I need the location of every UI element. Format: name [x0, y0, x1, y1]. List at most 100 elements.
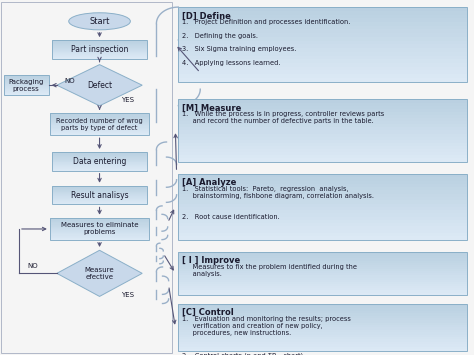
Bar [178, 133, 467, 137]
Bar [52, 190, 147, 191]
Text: [ I ] Improve: [ I ] Improve [182, 256, 241, 265]
Bar [178, 174, 467, 177]
Text: Data entering: Data entering [73, 157, 126, 166]
Bar [178, 280, 467, 282]
Bar [178, 146, 467, 149]
Bar [3, 92, 48, 93]
Bar [52, 159, 147, 160]
Bar [52, 42, 147, 43]
Bar [52, 47, 147, 48]
Bar [178, 121, 467, 124]
Bar [178, 180, 467, 184]
Bar [178, 194, 467, 197]
Bar [52, 170, 147, 171]
Bar [178, 323, 467, 325]
Bar [178, 44, 467, 48]
Bar [178, 233, 467, 236]
Bar [178, 286, 467, 288]
Bar [178, 29, 467, 33]
Bar [3, 83, 48, 84]
Bar [178, 349, 467, 351]
Bar [52, 49, 147, 50]
Bar [52, 162, 147, 163]
Bar [52, 160, 147, 162]
Text: [D] Define: [D] Define [182, 11, 231, 20]
Bar [52, 53, 147, 54]
Bar [178, 344, 467, 346]
Bar [178, 335, 467, 337]
Bar [178, 187, 467, 190]
Bar [178, 346, 467, 349]
Bar [50, 122, 149, 123]
Bar [52, 188, 147, 189]
Text: YES: YES [121, 293, 134, 298]
Bar [178, 137, 467, 140]
Bar [3, 84, 48, 85]
Bar [50, 119, 149, 120]
Bar [50, 220, 149, 221]
Bar [178, 226, 467, 230]
Bar [3, 94, 48, 95]
Bar [52, 51, 147, 53]
Bar [178, 282, 467, 284]
Bar [178, 263, 467, 265]
Bar [178, 290, 467, 293]
Bar [178, 140, 467, 143]
Bar [3, 93, 48, 94]
Bar [178, 22, 467, 26]
Bar [178, 207, 467, 210]
Bar [50, 114, 149, 115]
Bar [178, 273, 467, 275]
Bar [178, 74, 467, 78]
Bar [178, 59, 467, 63]
Bar [178, 177, 467, 180]
Bar [52, 189, 147, 190]
Polygon shape [57, 250, 142, 296]
Bar [178, 11, 467, 15]
Bar [178, 261, 467, 263]
Bar [3, 82, 48, 83]
Bar [52, 45, 147, 46]
Bar [50, 123, 149, 124]
Bar [178, 190, 467, 194]
Bar [3, 91, 48, 92]
Bar [52, 168, 147, 169]
Text: NO: NO [65, 78, 75, 84]
Bar [52, 203, 147, 204]
Bar [178, 109, 467, 112]
Bar [3, 81, 48, 82]
Bar [52, 48, 147, 49]
Bar [50, 131, 149, 132]
Bar [52, 198, 147, 199]
Bar [50, 230, 149, 231]
Bar [50, 231, 149, 232]
Bar [52, 154, 147, 155]
Bar [178, 267, 467, 269]
Bar [178, 306, 467, 308]
Bar [52, 50, 147, 51]
Bar [178, 52, 467, 55]
Polygon shape [57, 65, 142, 106]
Bar [3, 89, 48, 91]
Text: [M] Measure: [M] Measure [182, 104, 242, 113]
Text: [A] Analyze: [A] Analyze [182, 178, 237, 187]
Bar [52, 186, 147, 187]
Bar [178, 7, 467, 11]
Bar [52, 187, 147, 188]
Bar [178, 318, 467, 320]
Bar [52, 196, 147, 197]
Bar [178, 325, 467, 327]
Bar [50, 218, 149, 219]
Bar [178, 203, 467, 207]
Bar [50, 130, 149, 131]
Bar [50, 229, 149, 230]
Bar [3, 87, 48, 88]
Text: YES: YES [121, 97, 134, 103]
Bar [178, 217, 467, 220]
Bar [178, 15, 467, 18]
Bar [50, 126, 149, 127]
Bar [52, 167, 147, 168]
Bar [52, 195, 147, 196]
Bar [50, 118, 149, 119]
Text: Measure
efective: Measure efective [85, 267, 114, 280]
